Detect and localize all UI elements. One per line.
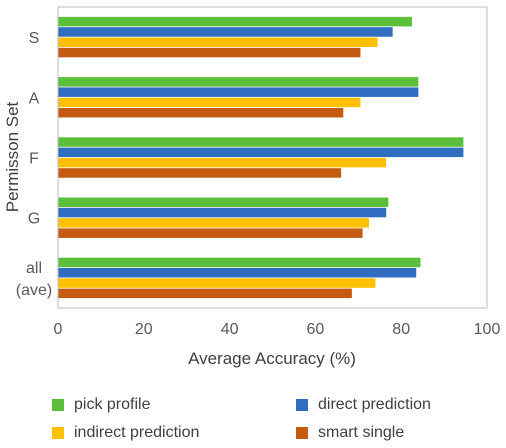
bar-smart-single-0: [58, 47, 361, 58]
category-label: S: [29, 30, 40, 47]
bar-indirect-prediction-2: [58, 157, 387, 168]
bar-smart-single-2: [58, 168, 342, 178]
legend-item-direct-prediction: direct prediction: [296, 396, 431, 414]
legend-label-smart-single: smart single: [318, 424, 405, 441]
bar-smart-single-1: [58, 108, 344, 118]
bar-pick-profile-1: [58, 77, 419, 87]
category-label: A: [29, 90, 40, 107]
legend-item-smart-single: smart single: [296, 424, 404, 442]
bars-group: [58, 16, 464, 299]
bar-indirect-prediction-0: [58, 37, 378, 47]
bar-direct-prediction-4: [58, 268, 417, 278]
legend-label-pick-profile: pick profile: [74, 396, 151, 413]
x-tick-labels: 0 20 40 60 80 100: [54, 321, 501, 338]
legend-item-indirect-prediction: indirect prediction: [52, 424, 199, 442]
bar-smart-single-4: [58, 288, 352, 299]
category-label: G: [28, 211, 40, 228]
bar-pick-profile-3: [58, 197, 389, 207]
bar-pick-profile-4: [58, 257, 421, 268]
bar-indirect-prediction-4: [58, 278, 376, 288]
x-tick-label: 100: [474, 321, 501, 338]
x-tick-label: 80: [392, 321, 410, 338]
bar-direct-prediction-0: [58, 27, 393, 37]
plot-area-border: [57, 6, 488, 309]
x-axis-title: Average Accuracy (%): [188, 349, 356, 368]
legend-swatch-direct-prediction: [296, 399, 308, 411]
category-label: all (ave): [16, 260, 52, 299]
bar-indirect-prediction-1: [58, 97, 361, 108]
legend-swatch-indirect-prediction: [52, 427, 64, 439]
bar-direct-prediction-2: [58, 147, 464, 158]
bar-direct-prediction-1: [58, 87, 419, 97]
x-tick-label: 0: [54, 321, 63, 338]
legend: pick profile direct prediction indirect …: [0, 386, 506, 446]
legend-label-indirect-prediction: indirect prediction: [74, 424, 200, 441]
legend-swatch-smart-single: [296, 427, 308, 439]
x-tick-label: 40: [221, 321, 239, 338]
y-axis-title: Permisson Set: [3, 101, 22, 212]
legend-label-direct-prediction: direct prediction: [318, 396, 431, 413]
x-tick-label: 60: [307, 321, 325, 338]
bar-indirect-prediction-3: [58, 218, 370, 228]
x-tick-label: 20: [135, 321, 153, 338]
legend-item-pick-profile: pick profile: [52, 396, 150, 414]
bar-pick-profile-2: [58, 137, 464, 147]
bar-pick-profile-0: [58, 16, 412, 27]
bar-direct-prediction-3: [58, 207, 387, 218]
legend-swatch-pick-profile: [52, 399, 64, 411]
category-label: F: [29, 151, 39, 168]
bar-smart-single-3: [58, 228, 363, 238]
